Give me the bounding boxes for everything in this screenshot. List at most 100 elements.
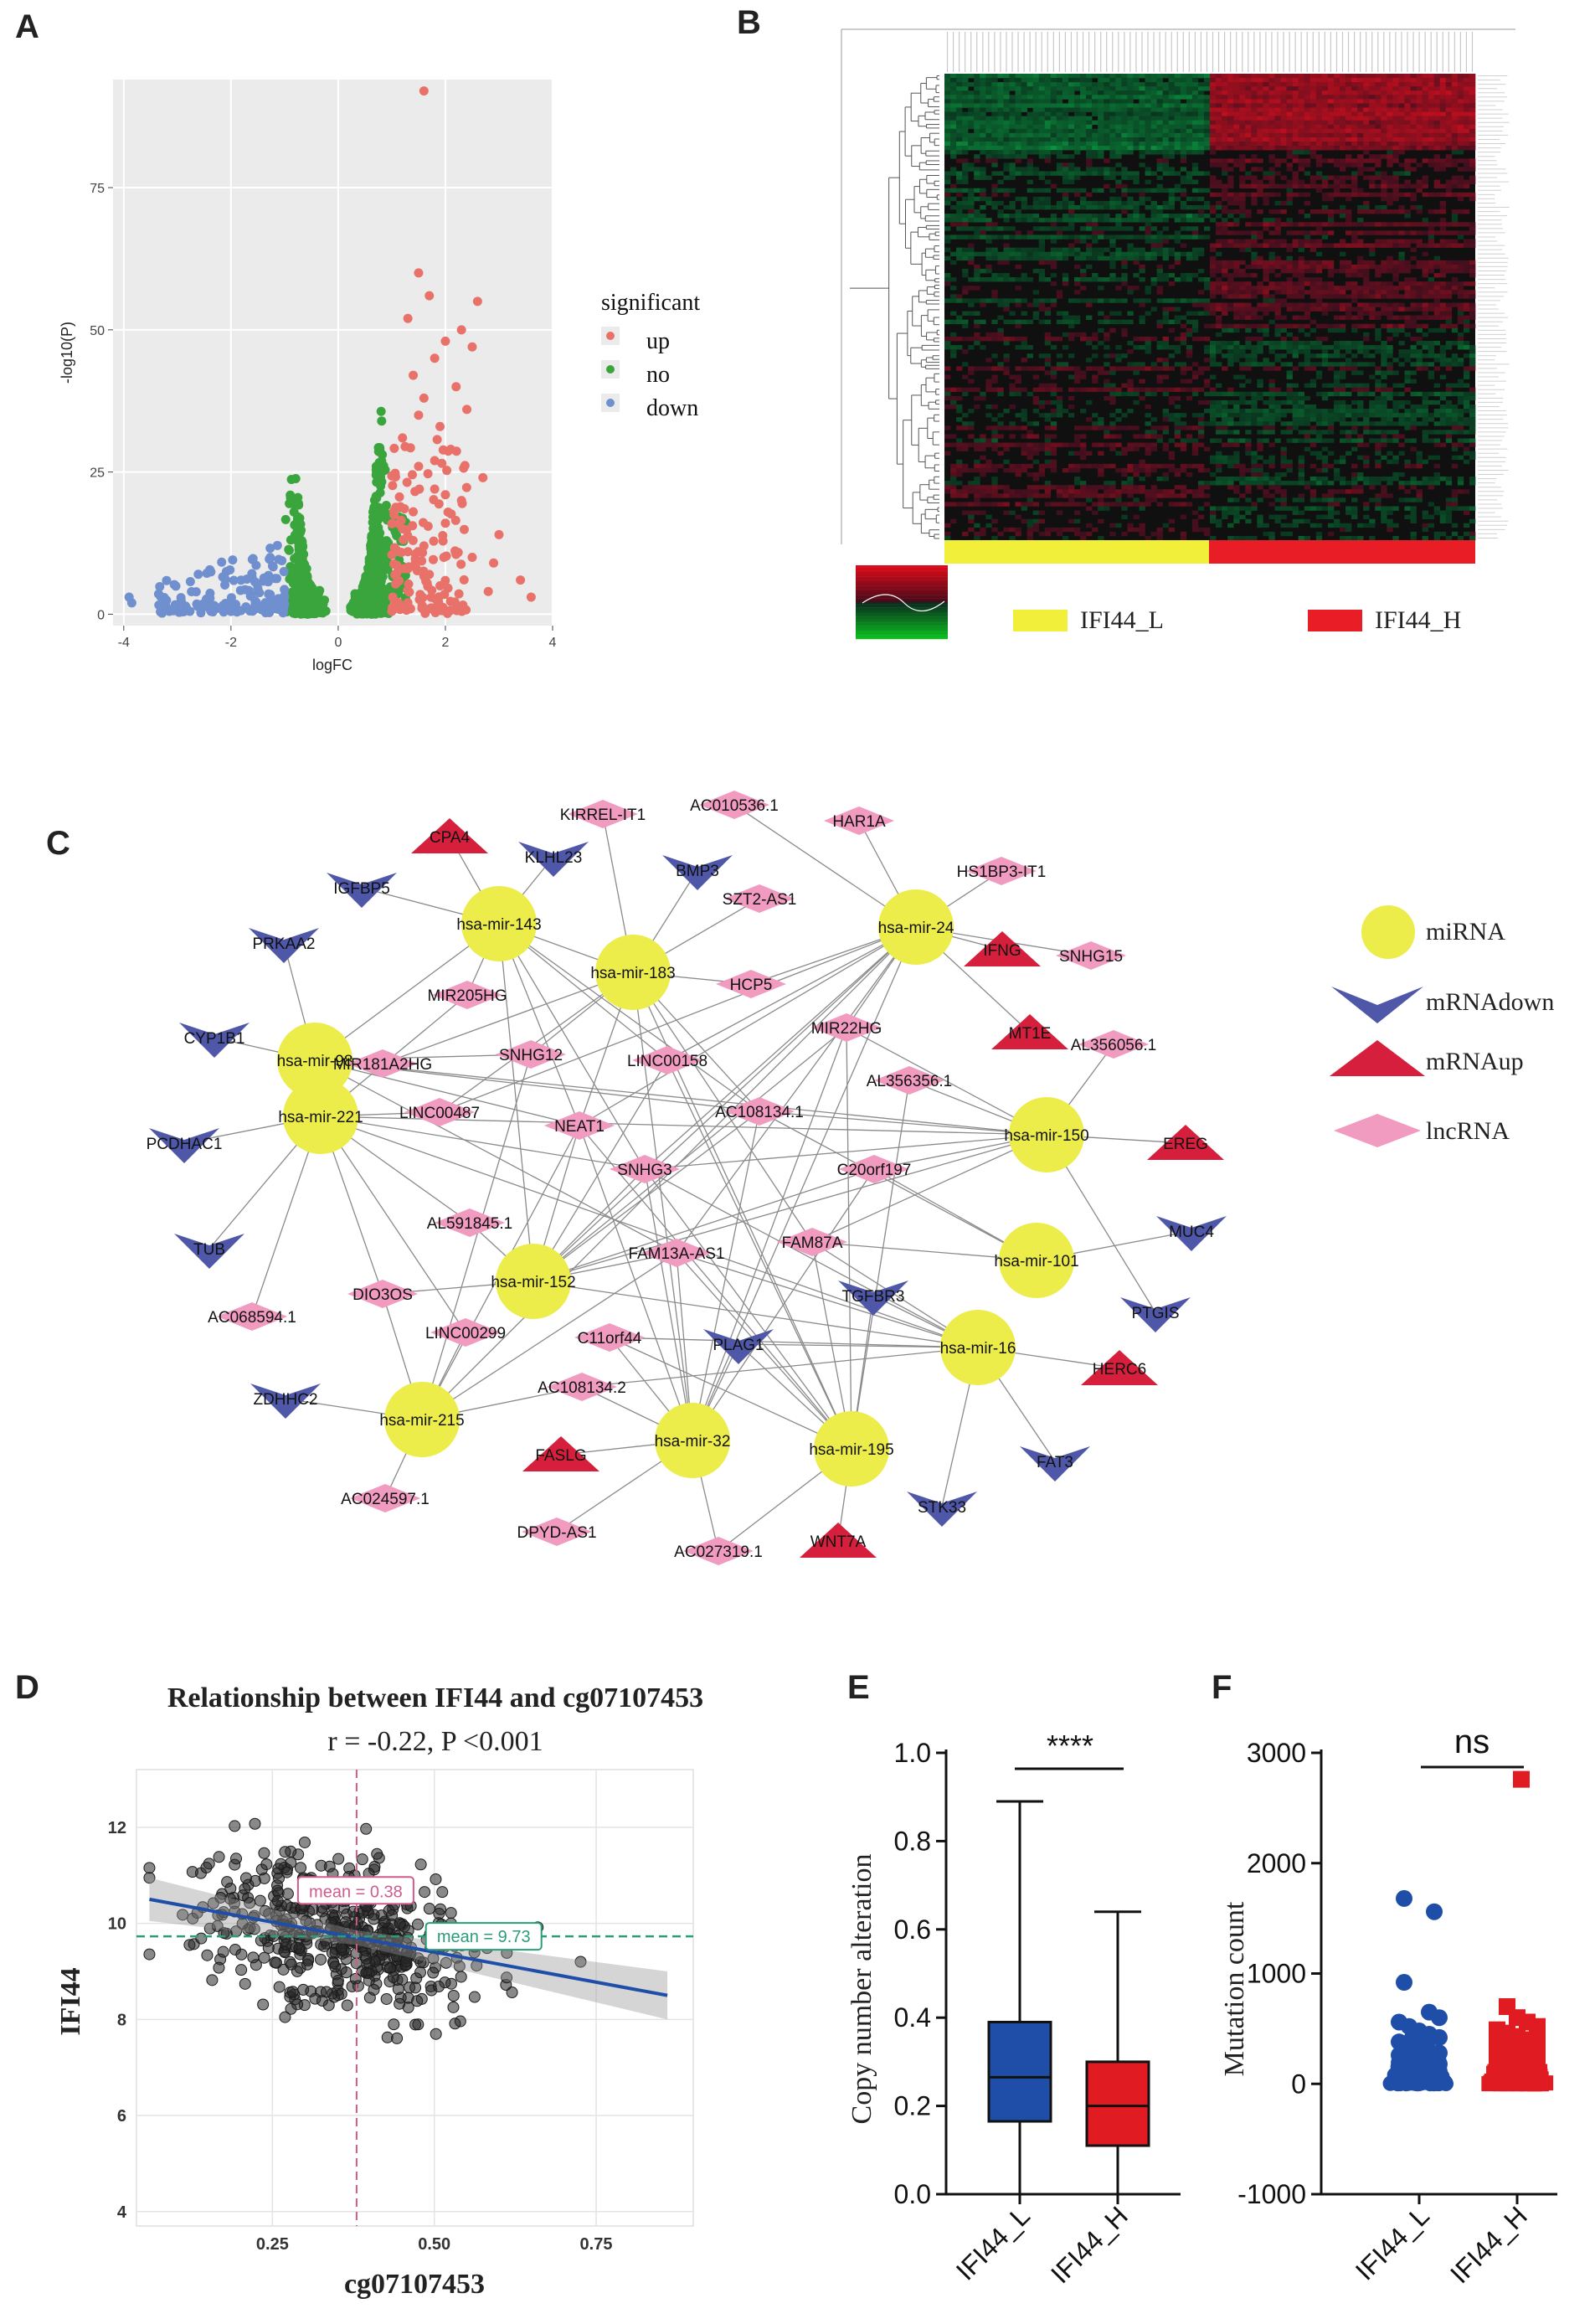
heatmap-cell xyxy=(1222,239,1228,244)
volcano-point-up xyxy=(454,589,464,599)
heatmap-cell xyxy=(1245,146,1252,151)
heatmap-cell xyxy=(1086,86,1093,91)
heatmap-cell xyxy=(974,154,980,159)
heatmap-cell xyxy=(1410,116,1417,121)
heatmap-cell xyxy=(1086,158,1093,163)
heatmap-cell xyxy=(1233,196,1240,202)
heatmap-cell xyxy=(1145,188,1151,193)
heatmap-cell xyxy=(1162,150,1169,155)
heatmap-cell xyxy=(1133,111,1140,116)
volcano-point-up xyxy=(392,598,402,608)
heatmap-cell xyxy=(1180,218,1187,223)
heatmap-cell xyxy=(1127,218,1134,223)
heatmap-cell xyxy=(1433,124,1441,130)
heatmap-cell xyxy=(1233,222,1240,227)
heatmap-cell xyxy=(956,103,963,108)
heatmap-cell xyxy=(956,107,963,112)
heatmap-cell xyxy=(980,86,986,91)
heatmap-cell xyxy=(1115,146,1122,151)
heatmap-cell xyxy=(1156,218,1163,223)
heatmap-cell xyxy=(1032,99,1040,104)
heatmap-cell xyxy=(1203,82,1211,87)
heatmap-cell xyxy=(1133,103,1140,108)
volcano-point-up xyxy=(440,518,450,528)
heatmap-cell xyxy=(1410,95,1417,100)
heatmap-cell xyxy=(1233,218,1240,223)
heatmap-cell xyxy=(1044,132,1052,138)
heatmap-cell xyxy=(1068,99,1075,104)
heatmap-cell xyxy=(1222,146,1228,151)
heatmap-cell xyxy=(1351,239,1358,244)
heatmap-cell xyxy=(1197,214,1205,219)
heatmap-cell xyxy=(1410,146,1417,151)
heatmap-cell xyxy=(1357,86,1364,91)
heatmap-cell xyxy=(1068,251,1075,257)
heatmap-cell xyxy=(1469,78,1476,83)
heatmap-cell xyxy=(1015,196,1021,202)
heatmap-cell xyxy=(1104,175,1110,180)
heatmap-cell xyxy=(1145,146,1151,151)
heatmap-cell xyxy=(1168,142,1176,147)
heatmap-cell xyxy=(1062,167,1069,172)
heatmap-cell xyxy=(1268,251,1275,257)
heatmap-cell xyxy=(1404,128,1411,134)
heatmap-cell xyxy=(1109,128,1116,134)
heatmap-cell xyxy=(1092,146,1098,151)
heatmap-cell xyxy=(1086,192,1093,198)
heatmap-cell xyxy=(1044,179,1052,184)
heatmap-cell xyxy=(968,167,975,172)
heatmap-cell xyxy=(1156,103,1163,108)
heatmap-cell xyxy=(1345,124,1352,130)
heatmap-cell xyxy=(1216,146,1222,151)
heatmap-cell xyxy=(1191,90,1199,95)
heatmap-cell xyxy=(1127,90,1134,95)
heatmap-cell xyxy=(956,204,963,210)
volcano-point-up xyxy=(489,558,499,568)
heatmap-cell xyxy=(1327,142,1335,147)
heatmap-cell xyxy=(1180,179,1187,184)
heatmap-cell xyxy=(991,183,998,189)
heatmap-cell xyxy=(950,124,957,130)
heatmap-cell xyxy=(1268,120,1275,126)
heatmap-cell xyxy=(1321,74,1329,79)
heatmap-cell xyxy=(1191,150,1199,155)
heatmap-cell xyxy=(1439,158,1447,163)
volcano-point-down xyxy=(264,570,274,580)
heatmap-cell xyxy=(1369,167,1376,172)
heatmap-cell xyxy=(1251,99,1258,104)
heatmap-cell xyxy=(991,111,998,116)
heatmap-cell xyxy=(1104,111,1110,116)
heatmap-cell xyxy=(1321,222,1329,227)
heatmap-cell xyxy=(991,150,998,155)
heatmap-cell xyxy=(1375,116,1381,121)
heatmap-cell xyxy=(1321,234,1329,240)
heatmap-cell xyxy=(1404,209,1411,214)
heatmap-cell xyxy=(985,74,992,79)
heatmap-cell xyxy=(1186,128,1193,134)
heatmap-cell xyxy=(1068,82,1075,87)
heatmap-cell xyxy=(1298,230,1305,235)
heatmap-cell xyxy=(1150,107,1157,112)
heatmap-cell xyxy=(950,103,957,108)
heatmap-cell xyxy=(1150,200,1157,206)
heatmap-cell xyxy=(1050,222,1057,227)
heatmap-cell xyxy=(1387,183,1393,189)
heatmap-cell xyxy=(1392,120,1399,126)
heatmap-cell xyxy=(1168,171,1176,176)
heatmap-cell xyxy=(1339,179,1346,184)
heatmap-cell xyxy=(944,137,951,142)
heatmap-cell xyxy=(1239,239,1246,244)
heatmap-cell xyxy=(1133,179,1140,184)
heatmap-cell xyxy=(1274,99,1281,104)
heatmap-cell xyxy=(1092,188,1098,193)
heatmap-cell xyxy=(962,218,969,223)
heatmap-cell xyxy=(956,234,963,240)
heatmap-cell xyxy=(1321,183,1329,189)
heatmap-cell xyxy=(1156,90,1163,95)
heatmap-cell xyxy=(1227,78,1234,83)
heatmap-cell xyxy=(1404,162,1411,167)
heatmap-cell xyxy=(980,214,986,219)
heatmap-cell xyxy=(985,116,992,121)
volcano-point-up xyxy=(419,541,429,551)
